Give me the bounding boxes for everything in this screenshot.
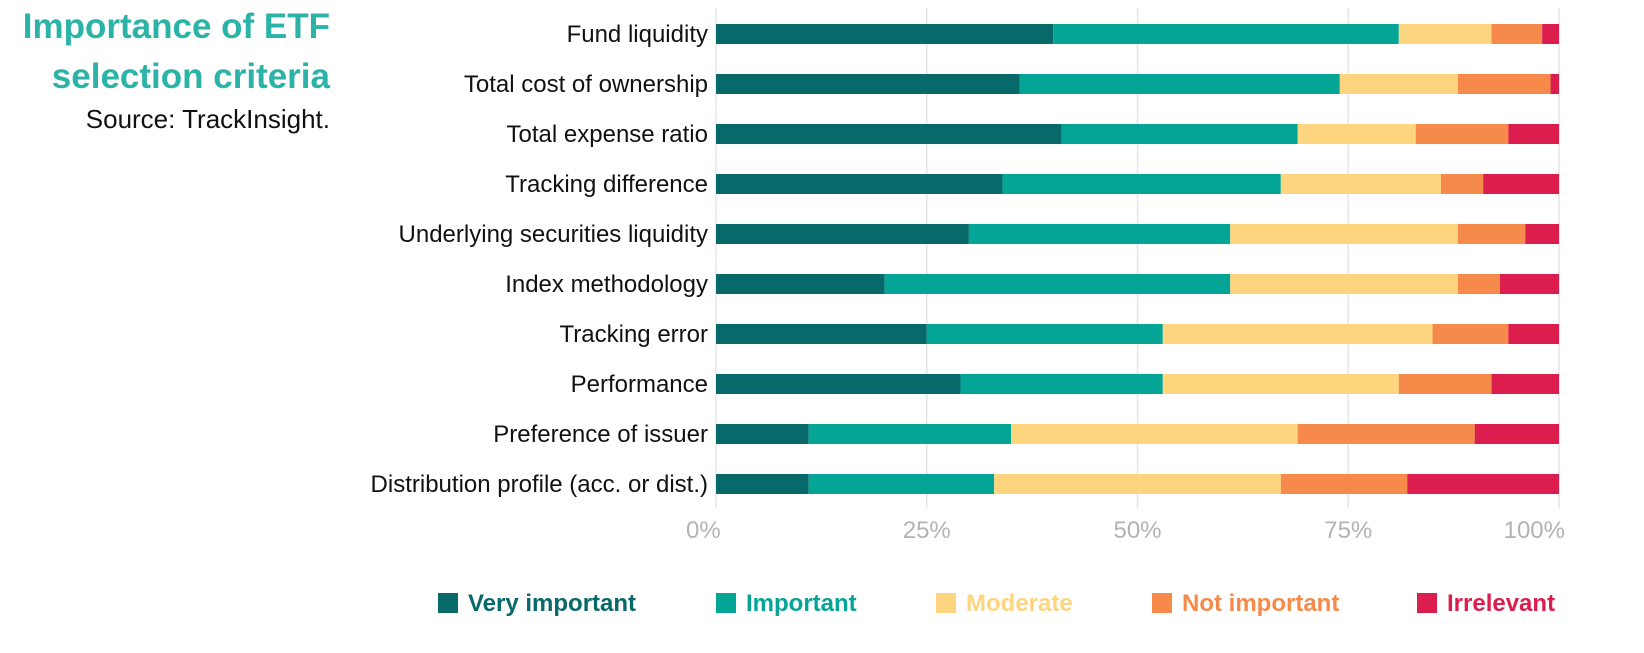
category-label: Preference of issuer — [493, 421, 708, 448]
bar-segment-important — [1019, 74, 1340, 94]
x-tick-label: 25% — [903, 517, 951, 544]
category-label: Tracking difference — [505, 171, 708, 198]
bar-segment-important — [808, 474, 995, 494]
bar-segment-moderate — [1339, 74, 1458, 94]
bar-segment-important — [968, 224, 1231, 244]
bar-segment-not-important — [1432, 324, 1509, 344]
chart-source: Source: TrackInsight. — [85, 104, 330, 134]
bar-segment-important — [926, 324, 1163, 344]
legend-label: Important — [746, 590, 857, 617]
category-label: Performance — [571, 371, 708, 398]
bar-segment-irrelevant — [1407, 474, 1559, 494]
bar-segment-not-important — [1398, 374, 1492, 394]
bar-segment-very-important — [716, 24, 1054, 44]
bar-segment-important — [1061, 124, 1298, 144]
bar-segment-irrelevant — [1483, 174, 1559, 194]
bar-segment-moderate — [1280, 174, 1441, 194]
bar-segment-important — [960, 374, 1163, 394]
bar-segment-very-important — [716, 424, 809, 444]
chart-title-line-1: Importance of ETF — [22, 7, 330, 46]
bar-segment-important — [1002, 174, 1281, 194]
bar-segment-irrelevant — [1525, 224, 1559, 244]
bar-segment-irrelevant — [1508, 324, 1559, 344]
bar-segment-irrelevant — [1499, 274, 1559, 294]
category-label: Total expense ratio — [507, 121, 708, 148]
bar-segment-moderate — [1230, 274, 1458, 294]
bar-segment-moderate — [1162, 324, 1433, 344]
legend-label: Very important — [468, 590, 636, 617]
category-label: Fund liquidity — [567, 21, 708, 48]
bar-segment-irrelevant — [1474, 424, 1559, 444]
bar-segment-not-important — [1280, 474, 1408, 494]
category-label: Index methodology — [505, 271, 708, 298]
bar-segment-moderate — [1297, 124, 1416, 144]
x-tick-label: 50% — [1113, 517, 1161, 544]
bar-segment-very-important — [716, 374, 961, 394]
category-label: Total cost of ownership — [464, 71, 708, 98]
bar-segment-important — [884, 274, 1231, 294]
bar-segment-irrelevant — [1550, 74, 1559, 94]
legend-swatch — [936, 593, 956, 613]
bar-segment-very-important — [716, 74, 1020, 94]
bar-segment-moderate — [1162, 374, 1399, 394]
bar-segment-important — [808, 424, 1012, 444]
x-tick-label: 100% — [1504, 517, 1565, 544]
bar-segment-very-important — [716, 274, 885, 294]
bar-segment-moderate — [1011, 424, 1298, 444]
bar-segment-not-important — [1440, 174, 1484, 194]
bar-segment-not-important — [1457, 224, 1526, 244]
bar-segment-very-important — [716, 224, 969, 244]
legend-label: Moderate — [966, 590, 1073, 617]
bar-segment-moderate — [1398, 24, 1492, 44]
category-label: Underlying securities liquidity — [399, 221, 708, 248]
x-tick-label: 75% — [1324, 517, 1372, 544]
chart-title: Importance of ETF selection criteria — [23, 2, 330, 102]
bar-segment-very-important — [716, 324, 927, 344]
bar-segment-moderate — [994, 474, 1281, 494]
bar-segment-very-important — [716, 124, 1062, 144]
bar-segment-not-important — [1297, 424, 1475, 444]
bar-segment-irrelevant — [1508, 124, 1559, 144]
legend-label: Irrelevant — [1447, 590, 1555, 617]
legend-label: Not important — [1182, 590, 1339, 617]
bar-segment-moderate — [1230, 224, 1458, 244]
legend-swatch — [438, 593, 458, 613]
bar-segment-not-important — [1415, 124, 1509, 144]
bar-segment-not-important — [1491, 24, 1543, 44]
bar-segment-irrelevant — [1491, 374, 1559, 394]
legend-swatch — [716, 593, 736, 613]
legend-swatch — [1152, 593, 1172, 613]
bar-segment-very-important — [716, 474, 809, 494]
chart-title-line-2: selection criteria — [51, 57, 330, 96]
category-label: Tracking error — [560, 321, 708, 348]
bar-segment-not-important — [1457, 74, 1551, 94]
bar-segment-not-important — [1457, 274, 1500, 294]
category-label: Distribution profile (acc. or dist.) — [371, 471, 708, 498]
legend-swatch — [1417, 593, 1437, 613]
x-tick-label: 0% — [686, 517, 721, 544]
bar-segment-irrelevant — [1542, 24, 1559, 44]
bar-segment-very-important — [716, 174, 1003, 194]
bar-segment-important — [1053, 24, 1399, 44]
